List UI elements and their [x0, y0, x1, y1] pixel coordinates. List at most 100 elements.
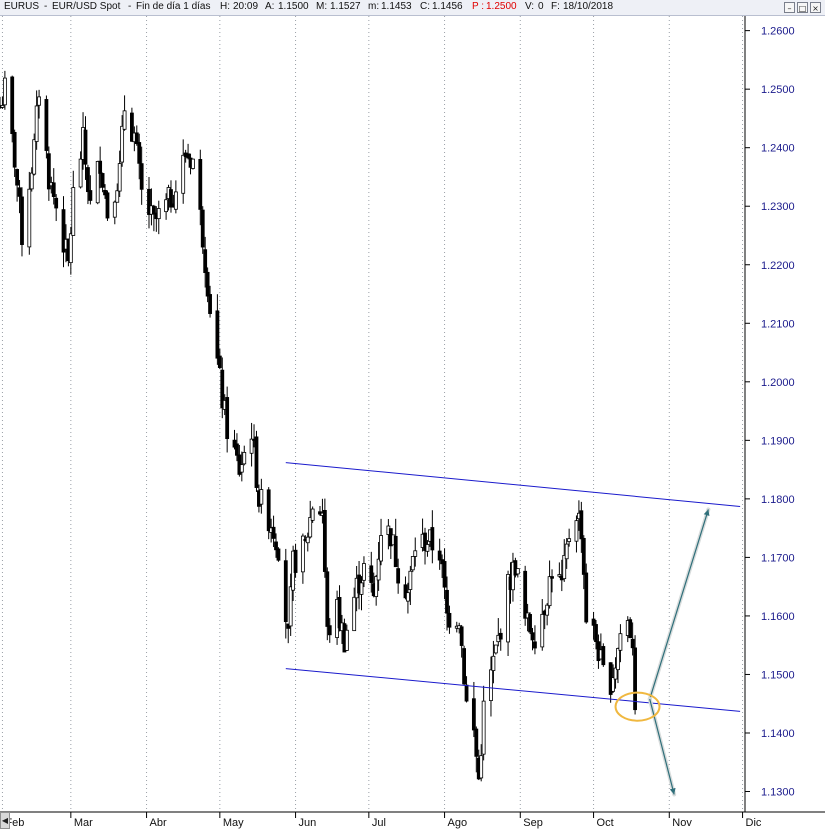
- candle: [83, 116, 88, 180]
- candle: [137, 133, 142, 180]
- candle-body: [523, 570, 528, 619]
- date-tick-label: Feb: [5, 817, 24, 829]
- price-chart[interactable]: 1.2600 1.2500 1.2400 1.2300 1.2200 1.2100 1.20…: [0, 16, 825, 829]
- candle-body: [105, 192, 110, 219]
- candle: [423, 527, 427, 565]
- candle: [515, 568, 520, 578]
- candle-body: [122, 110, 127, 130]
- candle: [271, 515, 276, 548]
- candle-body: [352, 596, 357, 632]
- candle-body: [156, 208, 161, 220]
- candle-body: [293, 549, 298, 573]
- candle: [493, 644, 498, 655]
- candle-body: [447, 612, 452, 628]
- candle: [474, 726, 479, 773]
- candle-body: [44, 99, 49, 151]
- candle-body: [120, 125, 125, 163]
- header-item-close-label: C:: [420, 1, 430, 12]
- candle: [442, 548, 447, 600]
- candle-body: [200, 209, 205, 248]
- candle: [95, 160, 100, 205]
- candle-body: [10, 76, 15, 135]
- header-item-low-label: m:: [368, 1, 380, 12]
- candle: [147, 176, 151, 229]
- close-icon[interactable]: ×: [810, 2, 821, 13]
- header-item-high-label: M:: [316, 1, 328, 12]
- channel-upper[interactable]: [285, 462, 741, 507]
- candle: [259, 478, 264, 514]
- candle-body: [46, 153, 51, 190]
- highlight-ellipse[interactable]: [614, 691, 661, 722]
- candle: [120, 115, 125, 167]
- header-item-time-value: 20:09: [233, 1, 259, 12]
- candle: [393, 518, 398, 568]
- candle-body: [37, 96, 41, 106]
- candle-body: [359, 582, 364, 595]
- candle-body: [540, 613, 545, 648]
- candle: [562, 539, 567, 582]
- arrow-up[interactable]: [649, 509, 710, 700]
- scroll-left-icon[interactable]: ◀: [0, 812, 10, 829]
- candle-body: [205, 271, 210, 297]
- candle: [235, 433, 239, 462]
- candle-body: [29, 172, 34, 190]
- candle-body: [513, 560, 518, 576]
- candle-body: [515, 568, 520, 575]
- candle-body: [15, 169, 19, 186]
- arrow-down[interactable]: [649, 698, 676, 795]
- candle: [616, 647, 620, 684]
- candle-body: [423, 532, 427, 551]
- candle: [491, 640, 496, 684]
- candle: [362, 556, 366, 588]
- candle: [17, 179, 22, 214]
- candle-body: [181, 154, 186, 194]
- candle: [489, 656, 493, 717]
- candle: [266, 487, 271, 540]
- candle: [574, 515, 579, 553]
- candle-body: [584, 572, 589, 623]
- minimize-icon[interactable]: –: [784, 2, 795, 13]
- candle: [369, 551, 374, 593]
- candle: [630, 622, 635, 656]
- header-item-high-value: 1.1527: [330, 1, 361, 12]
- candle: [100, 172, 105, 193]
- channel-lower[interactable]: [285, 668, 741, 712]
- candle-body: [186, 153, 190, 159]
- candle-body: [308, 517, 313, 538]
- candle: [117, 150, 122, 198]
- candle: [151, 204, 156, 232]
- candle: [134, 125, 139, 146]
- candle-body: [337, 597, 342, 629]
- candle: [557, 562, 562, 578]
- candle-body: [32, 139, 37, 175]
- candle-body: [95, 161, 100, 204]
- candle-body: [139, 163, 144, 190]
- candle-body: [406, 592, 410, 602]
- candle-body: [68, 233, 73, 264]
- candle-body: [34, 105, 39, 142]
- candle: [300, 533, 305, 584]
- candle: [186, 143, 190, 160]
- candle: [68, 226, 73, 275]
- candle: [530, 627, 535, 651]
- candle: [481, 685, 486, 761]
- candle: [413, 537, 418, 567]
- candle-body: [618, 633, 623, 651]
- candle: [15, 168, 19, 202]
- candle-body: [169, 189, 173, 208]
- restore-icon[interactable]: □: [797, 2, 808, 13]
- candle-body: [528, 614, 532, 633]
- price-tick-label: 1.2300: [761, 201, 795, 213]
- candle: [344, 624, 349, 651]
- candle: [203, 236, 208, 288]
- price-tick-label: 1.2500: [761, 84, 795, 96]
- candle: [169, 180, 173, 213]
- header-item-date-label: F:: [551, 1, 560, 12]
- price-tick-label: 1.1800: [761, 494, 795, 506]
- candle-body: [217, 355, 222, 368]
- header-description: EUR/USD Spot: [52, 1, 121, 12]
- candle-body: [0, 105, 5, 108]
- candle-body: [581, 537, 586, 575]
- candle-body: [325, 571, 330, 627]
- price-tick-label: 1.1900: [761, 435, 795, 447]
